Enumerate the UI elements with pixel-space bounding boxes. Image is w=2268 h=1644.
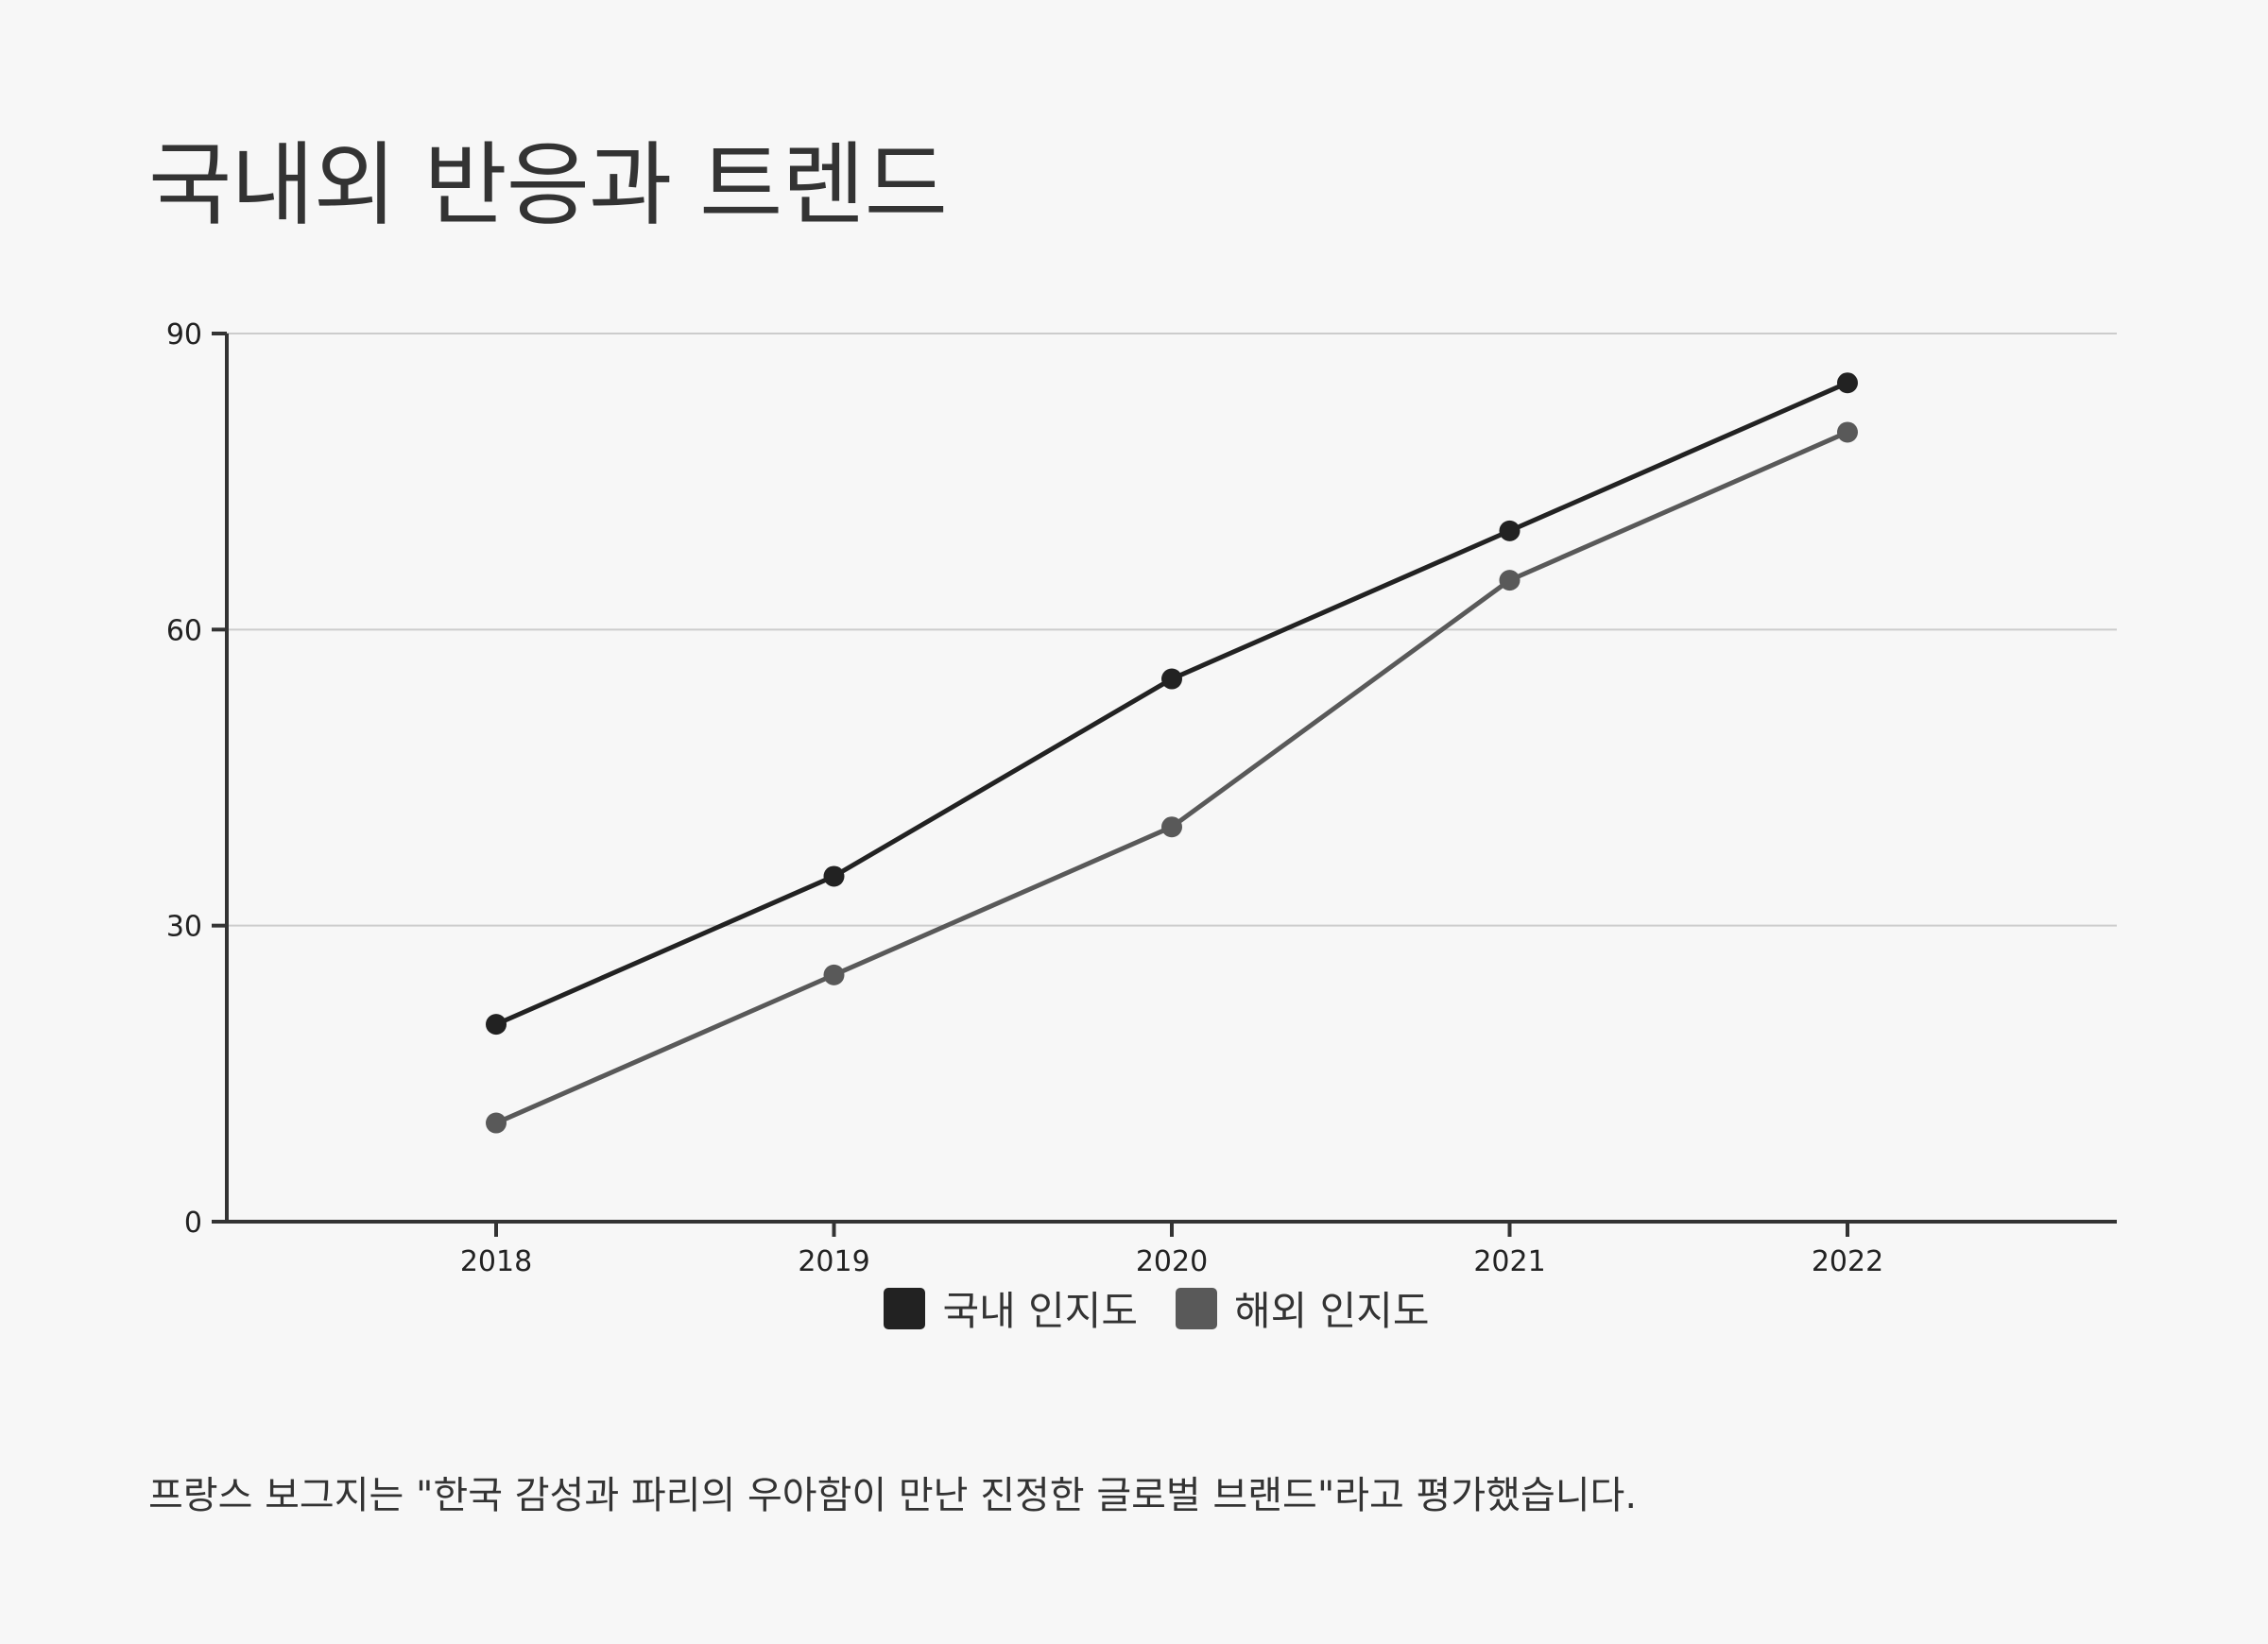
- gridlines: [227, 333, 2117, 927]
- data-point[interactable]: [823, 865, 845, 887]
- legend-item-domestic[interactable]: 국내 인지도: [884, 1279, 1138, 1337]
- data-point[interactable]: [1837, 372, 1858, 394]
- data-point[interactable]: [486, 1014, 507, 1036]
- data-point[interactable]: [823, 964, 845, 985]
- y-tick-label: 0: [184, 1207, 202, 1240]
- x-tick-label: 2022: [1812, 1245, 1883, 1278]
- y-tick-label: 60: [166, 614, 202, 647]
- data-point[interactable]: [486, 1112, 507, 1134]
- data-point[interactable]: [1161, 816, 1182, 838]
- data-point[interactable]: [1161, 668, 1182, 690]
- series-line-1: [493, 429, 1850, 1126]
- legend-swatch-domestic: [884, 1287, 926, 1329]
- x-tick-label: 2019: [798, 1245, 869, 1278]
- series-lines: [493, 380, 1850, 1126]
- legend-label-domestic: 국내 인지도: [942, 1288, 1138, 1334]
- x-tick-label: 2021: [1473, 1245, 1545, 1278]
- caption-text: 프랑스 보그지는 "한국 감성과 파리의 우아함이 만난 진정한 글로벌 브랜드…: [148, 1474, 1638, 1517]
- y-tick-label: 90: [166, 318, 202, 351]
- data-point[interactable]: [1499, 520, 1521, 541]
- data-point[interactable]: [1837, 421, 1858, 443]
- series-points: [486, 372, 1858, 1134]
- x-axis: 2018 2019 2020 2021 2022: [225, 1220, 2117, 1278]
- legend-item-overseas[interactable]: 해외 인지도: [1176, 1279, 1430, 1337]
- legend-label-overseas: 해외 인지도: [1234, 1288, 1430, 1334]
- legend-swatch-overseas: [1176, 1287, 1217, 1329]
- chart-legend: 국내 인지도 해외 인지도: [0, 1279, 2268, 1337]
- x-tick-label: 2020: [1136, 1245, 1208, 1278]
- series-line-0: [493, 380, 1850, 1027]
- page-title: 국내외 반응과 트렌드: [148, 132, 948, 238]
- data-point[interactable]: [1499, 570, 1521, 591]
- x-tick-label: 2018: [460, 1245, 532, 1278]
- y-axis: 0 30 60 90: [166, 318, 229, 1240]
- y-tick-label: 30: [166, 911, 202, 944]
